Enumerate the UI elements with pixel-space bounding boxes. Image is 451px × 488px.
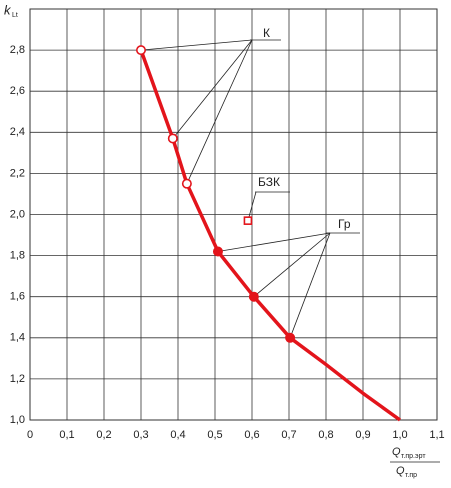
leader-line (247, 191, 257, 221)
point-marker (248, 291, 259, 302)
x-label-numerator: Q (392, 446, 401, 458)
leader-line (253, 232, 331, 298)
x-tick-label: 1,1 (429, 429, 444, 441)
y-tick-label: 2,8 (10, 44, 25, 56)
y-tick-label: 2,6 (10, 85, 25, 97)
x-label-numerator-sub: т.пр.эрт (401, 453, 426, 460)
x-tick-label: 0,7 (281, 429, 296, 441)
annotation-label: Гр (338, 217, 351, 231)
x-tick-label: 1,0 (392, 429, 407, 441)
x-tick-label: 0,9 (355, 429, 370, 441)
x-tick-label: 0,3 (133, 429, 148, 441)
x-tick-label: 0,8 (318, 429, 333, 441)
x-tick-label: 0,2 (96, 429, 111, 441)
x-tick-label: 0,6 (244, 429, 259, 441)
point-marker (212, 246, 223, 257)
point-marker (181, 178, 192, 189)
y-tick-label: 1,8 (10, 250, 25, 262)
y-label: k (4, 2, 12, 17)
leader-line (140, 39, 253, 51)
x-tick-label: 0,1 (59, 429, 74, 441)
y-tick-label: 1,2 (10, 373, 25, 385)
y-label-sub: Lt (12, 12, 18, 19)
y-tick-label: 2,2 (10, 167, 25, 179)
y-tick-label: 2,4 (10, 126, 25, 138)
y-tick-label: 1,6 (10, 291, 25, 303)
y-tick-label: 1,4 (10, 332, 25, 344)
point-marker (285, 332, 296, 343)
x-label-denominator: Q (396, 465, 405, 477)
x-tick-label: 0 (27, 429, 33, 441)
annotation-label: БЗК (258, 175, 280, 189)
point-marker (136, 45, 147, 56)
point-marker (243, 216, 253, 225)
leader-line (186, 39, 253, 184)
leader-line (217, 232, 331, 252)
leader-line (172, 39, 253, 139)
x-tick-label: 0,4 (170, 429, 185, 441)
x-label-denominator-sub: т.пр (405, 472, 417, 479)
point-marker (167, 133, 178, 144)
leader-line (289, 232, 331, 338)
annotation-label: К (263, 26, 270, 40)
curve (139, 49, 402, 422)
y-tick-label: 2,0 (10, 208, 25, 220)
y-tick-label: 1,0 (10, 414, 25, 426)
x-tick-label: 0,5 (207, 429, 222, 441)
